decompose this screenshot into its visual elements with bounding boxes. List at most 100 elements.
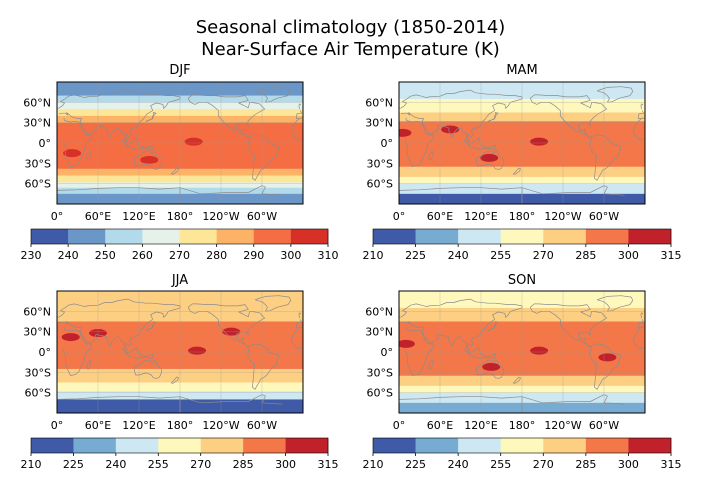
map-frame bbox=[398, 81, 646, 205]
colorbar-tick-label: 210 bbox=[363, 249, 384, 262]
colorbar-segment bbox=[543, 229, 587, 244]
coastline-new-zealand bbox=[170, 167, 179, 175]
warm-spot-0 bbox=[399, 128, 412, 137]
colorbar-tick-label: 255 bbox=[490, 458, 511, 471]
x-tick-label: 0° bbox=[393, 210, 406, 223]
coastline-africa bbox=[62, 117, 301, 168]
y-tick-label: 30°S bbox=[367, 157, 393, 170]
map-frame bbox=[56, 290, 304, 414]
map-frame bbox=[56, 81, 304, 205]
colorbar-tick-label: 300 bbox=[280, 249, 301, 262]
colorbar-segment bbox=[543, 438, 587, 453]
y-tick-label: 0° bbox=[39, 137, 52, 150]
colorbar-segment bbox=[373, 438, 416, 453]
x-tick-label: 60°W bbox=[247, 419, 277, 432]
warm-spot-0 bbox=[140, 155, 159, 164]
x-tick-label: 120°E bbox=[122, 419, 155, 432]
coastline-greenland bbox=[596, 295, 634, 312]
colorbar-segment bbox=[290, 229, 329, 244]
colorbar-tick-label: 255 bbox=[490, 249, 511, 262]
coastline-borneo-indonesia bbox=[121, 346, 154, 359]
x-tick-label: 120°W bbox=[202, 419, 239, 432]
y-tick-label: 60°N bbox=[365, 96, 393, 109]
coastline-greenland bbox=[254, 86, 292, 103]
y-tick-label: 60°S bbox=[367, 178, 393, 191]
colorbar-segment bbox=[415, 229, 459, 244]
warm-spot-3 bbox=[480, 153, 499, 162]
y-tick-label: 60°N bbox=[23, 96, 51, 109]
colorbar-tick-label: 225 bbox=[405, 458, 426, 471]
colorbar-tick-label: 240 bbox=[448, 249, 469, 262]
colorbar-segment bbox=[73, 438, 117, 453]
colorbar-segment bbox=[216, 229, 255, 244]
colorbar: 210 225 240 255 270 285 300 315 bbox=[363, 437, 682, 471]
y-tick-label: 0° bbox=[39, 346, 52, 359]
colorbar-tick-label: 230 bbox=[21, 249, 42, 262]
colorbar: 210 225 240 255 270 285 300 315 bbox=[21, 437, 339, 471]
x-tick-label: 120°E bbox=[464, 210, 497, 223]
coastline-madagascar bbox=[428, 150, 434, 161]
coastline-africa bbox=[404, 117, 644, 168]
colorbar-tick-label: 270 bbox=[533, 249, 554, 262]
x-tick-label: 60°W bbox=[589, 210, 619, 223]
colorbar-tick-label: 210 bbox=[363, 458, 384, 471]
coastline-eurasia bbox=[58, 89, 303, 143]
coastline-japan bbox=[487, 112, 499, 123]
panel-title: MAM bbox=[506, 63, 537, 78]
panel-djf: DJF 60°N 30°N 0° 30°S 60°S 120°E 180° 120°W 60°W 0… bbox=[21, 63, 339, 262]
colorbar-tick-label: 270 bbox=[190, 458, 211, 471]
y-tick-label: 30°S bbox=[25, 157, 51, 170]
y-tick-label: 0° bbox=[381, 137, 394, 150]
x-tick-label: 120°W bbox=[544, 210, 581, 223]
y-tick-label: 60°N bbox=[23, 305, 51, 318]
warm-spot-0 bbox=[482, 362, 501, 371]
map-field bbox=[57, 82, 303, 204]
x-tick-label: 60°E bbox=[85, 210, 111, 223]
colorbar-tick-label: 285 bbox=[575, 249, 596, 262]
colorbar-frame bbox=[372, 228, 672, 245]
panel-title: DJF bbox=[169, 63, 190, 78]
coastline-new-zealand bbox=[512, 167, 521, 175]
x-tick-label: 60°E bbox=[427, 210, 453, 223]
panel-title: SON bbox=[508, 273, 536, 288]
map-field bbox=[57, 291, 303, 413]
colorbar-frame bbox=[372, 437, 672, 454]
y-tick-label: 0° bbox=[381, 346, 394, 359]
colorbar-segment bbox=[115, 438, 159, 453]
colorbar-tick-label: 285 bbox=[575, 458, 596, 471]
colorbar-tick-label: 290 bbox=[243, 249, 264, 262]
colorbar-tick-label: 270 bbox=[169, 249, 190, 262]
x-tick-label: 180° bbox=[509, 210, 536, 223]
y-tick-label: 30°N bbox=[365, 117, 393, 130]
colorbar-segment bbox=[628, 438, 672, 453]
coastline-borneo-indonesia bbox=[121, 137, 154, 150]
map-field bbox=[399, 291, 645, 413]
colorbar: 210 225 240 255 270 285 300 315 bbox=[363, 228, 682, 262]
colorbar-segment bbox=[628, 229, 672, 244]
x-tick-label: 180° bbox=[509, 419, 536, 432]
colorbar-segment bbox=[500, 438, 544, 453]
colorbar-tick-label: 225 bbox=[63, 458, 84, 471]
colorbar-segment bbox=[458, 229, 502, 244]
colorbar-tick-label: 270 bbox=[533, 458, 554, 471]
coastline-madagascar bbox=[86, 150, 92, 161]
colorbar-segment bbox=[585, 438, 629, 453]
y-tick-label: 30°N bbox=[23, 117, 51, 130]
warm-spot-2 bbox=[530, 346, 549, 355]
coastline-north-america bbox=[529, 303, 608, 347]
figure-title-line1: Seasonal climatology (1850-2014) bbox=[195, 17, 506, 38]
coastline-borneo-indonesia bbox=[463, 137, 496, 150]
coastline-north-america bbox=[187, 303, 266, 347]
colorbar-segment bbox=[179, 229, 217, 244]
coastline-new-zealand bbox=[512, 376, 521, 384]
colorbar-tick-label: 300 bbox=[618, 458, 639, 471]
colorbar-segment bbox=[68, 229, 106, 244]
x-tick-label: 60°W bbox=[589, 419, 619, 432]
map-field bbox=[399, 82, 645, 204]
x-tick-label: 180° bbox=[167, 419, 194, 432]
colorbar-segment bbox=[458, 438, 502, 453]
x-tick-label: 60°E bbox=[427, 419, 453, 432]
colorbar-tick-label: 240 bbox=[105, 458, 126, 471]
coastline-new-zealand bbox=[170, 376, 179, 384]
coastline-eurasia bbox=[400, 89, 645, 143]
